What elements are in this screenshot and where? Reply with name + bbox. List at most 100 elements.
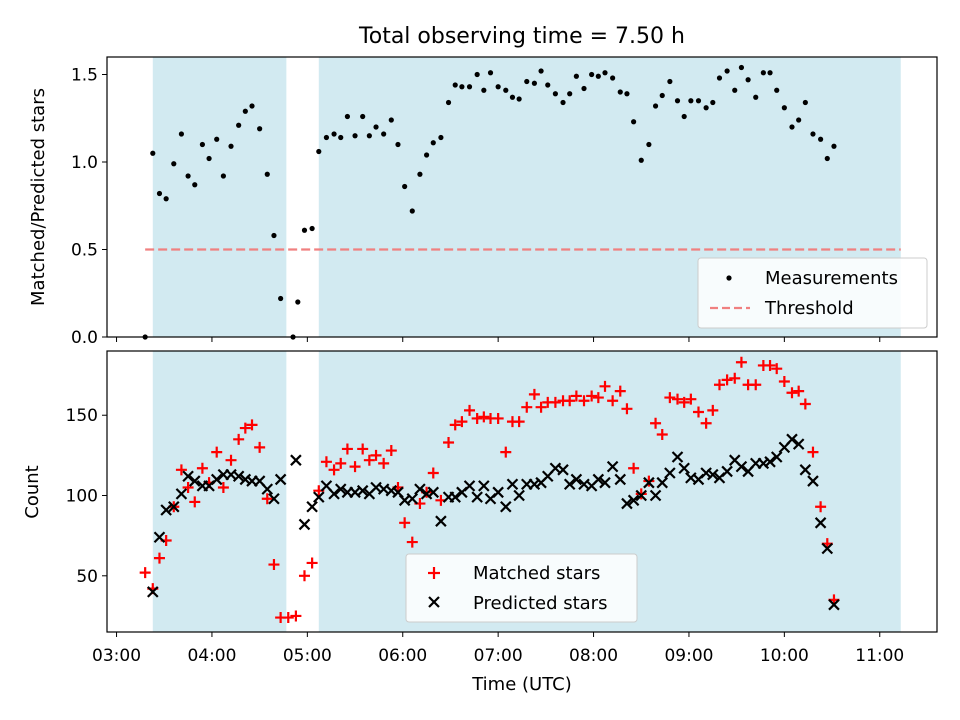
measurement-point — [573, 73, 579, 79]
measurement-point — [724, 68, 730, 74]
predicted-star-point — [557, 464, 569, 476]
matched-star-point — [261, 493, 273, 505]
legend-measurements-label: Measurements — [765, 268, 898, 289]
matched-star-point — [449, 419, 461, 431]
predicted-star-point — [406, 492, 419, 505]
matched-star-point — [692, 406, 704, 418]
predicted-star-point — [592, 473, 605, 486]
matched-star-point — [621, 403, 633, 415]
matched-star-point — [233, 433, 245, 445]
measurement-point — [602, 70, 608, 76]
matched-star-point — [672, 393, 684, 405]
y-tick-label: 0.0 — [71, 328, 98, 348]
measurement-point — [309, 225, 315, 232]
legend-matched-marker — [428, 567, 440, 579]
y-tick-label: 0.5 — [71, 241, 98, 261]
measurement-point — [338, 134, 344, 141]
matched-star-point — [707, 404, 719, 416]
matched-star-point — [650, 417, 662, 429]
matched-star-point — [778, 376, 790, 388]
predicted-star-point — [471, 491, 483, 503]
matched-star-point — [729, 372, 741, 384]
predicted-star-point — [721, 465, 733, 478]
measurement-point — [331, 131, 337, 137]
measurement-point — [381, 131, 387, 137]
matched-star-point — [298, 570, 310, 582]
matched-star-point — [586, 390, 598, 402]
measurement-point — [438, 134, 444, 141]
predicted-star-point — [764, 456, 776, 468]
measurement-point — [395, 141, 401, 148]
predicted-star-point — [643, 476, 655, 489]
predicted-star-point — [700, 467, 712, 479]
predicted-star-point — [168, 500, 180, 513]
measurement-point — [760, 70, 766, 76]
measurement-point — [301, 227, 308, 233]
predicted-star-point — [649, 489, 662, 502]
measurement-point — [487, 70, 494, 76]
x-tick-label: 11:00 — [855, 646, 904, 666]
measurement-point — [323, 134, 330, 141]
predicted-star-point — [334, 483, 347, 495]
measurement-point — [236, 122, 242, 128]
matched-star-point — [363, 454, 375, 466]
predicted-star-point — [492, 486, 504, 499]
ratio-y-label: Matched/Predicted stars — [28, 88, 49, 306]
predicted-star-point — [786, 433, 798, 446]
predicted-star-point — [506, 478, 519, 491]
matched-star-point — [225, 454, 237, 466]
matched-star-point — [464, 404, 476, 416]
predicted-star-point — [528, 478, 541, 491]
measurement-point — [646, 141, 652, 148]
matched-star-point — [599, 380, 611, 392]
predicted-star-point — [770, 451, 783, 463]
matched-star-point — [478, 411, 490, 423]
matched-star-point — [335, 457, 347, 469]
predicted-star-point — [664, 467, 676, 479]
measurement-point — [360, 113, 366, 120]
matched-star-point — [771, 363, 783, 375]
measurement-point — [774, 87, 780, 93]
measurement-point — [667, 78, 673, 85]
predicted-star-point — [188, 475, 201, 487]
measurement-point — [595, 73, 601, 79]
predicted-star-point — [478, 480, 490, 492]
measurement-point — [781, 105, 787, 111]
ratio-panel: 0.0 0.5 1.0 1.5 Matched/Predicted stars Mea… — [28, 56, 938, 348]
predicted-star-point — [656, 476, 669, 489]
predicted-star-point — [635, 489, 648, 502]
measurement-point — [156, 190, 163, 197]
matched-star-point — [521, 401, 533, 413]
y-tick-label: 150 — [66, 406, 98, 426]
predicted-star-point — [828, 598, 840, 611]
matched-star-point — [320, 456, 332, 468]
matched-star-point — [721, 374, 733, 386]
measurement-point — [581, 85, 587, 92]
matched-star-point — [643, 475, 655, 487]
predicted-star-point — [182, 470, 194, 483]
measurement-point — [567, 91, 573, 97]
matched-star-point — [500, 446, 512, 458]
y-tick-label: 1.0 — [71, 153, 98, 173]
measurement-point — [257, 126, 263, 132]
matched-star-point — [492, 412, 504, 424]
predicted-star-point — [563, 478, 576, 491]
matched-star-point — [196, 462, 208, 474]
measurement-point — [402, 183, 408, 190]
measurement-point — [624, 91, 630, 97]
predicted-star-point — [627, 494, 640, 507]
predicted-star-point — [792, 438, 805, 450]
measurement-point — [459, 84, 465, 90]
predicted-star-point — [306, 500, 318, 513]
x-tick-label: 09:00 — [664, 646, 713, 666]
matched-star-point — [628, 462, 640, 474]
predicted-star-point — [274, 473, 287, 486]
measurement-point — [278, 295, 284, 302]
predicted-star-point — [313, 491, 325, 503]
measurement-point — [674, 98, 681, 104]
measurement-point — [373, 124, 379, 130]
measurement-point — [796, 117, 802, 123]
measurement-point — [703, 105, 709, 111]
ratio-marks — [142, 64, 901, 340]
